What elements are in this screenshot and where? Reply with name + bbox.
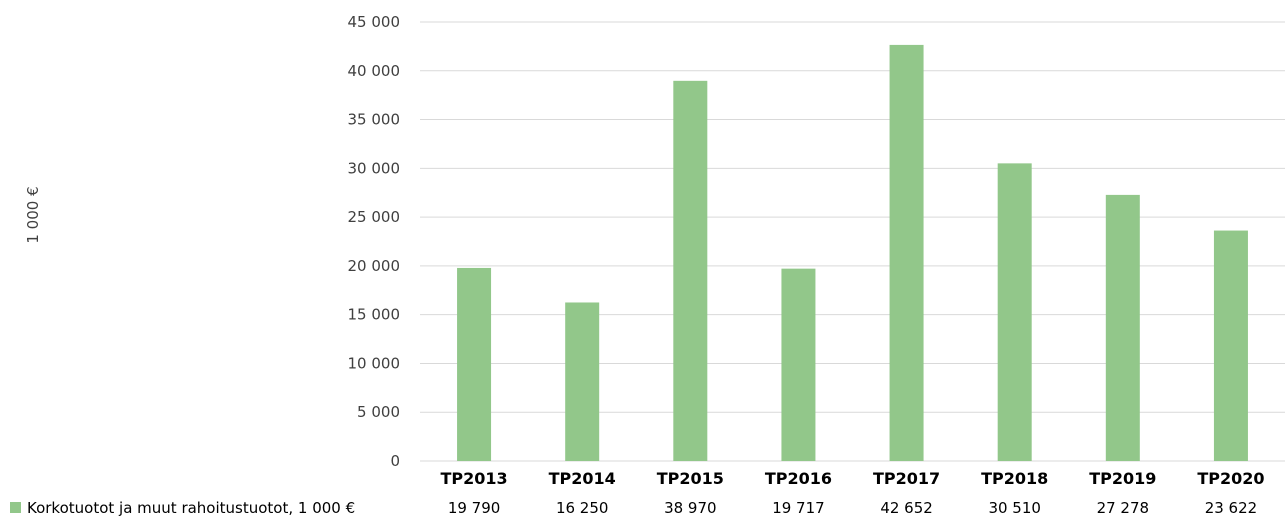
x-tick-label: TP2014: [549, 469, 616, 488]
bar: [457, 267, 492, 461]
x-tick-label: TP2019: [1089, 469, 1156, 488]
y-tick-label: 0: [390, 452, 400, 470]
legend-swatch: [10, 502, 21, 513]
y-tick-label: 5 000: [357, 403, 400, 421]
legend: Korkotuotot ja muut rahoitustuotot, 1 00…: [10, 499, 355, 517]
x-tick-label: TP2015: [657, 469, 724, 488]
data-table-value: 38 970: [664, 499, 717, 517]
bar: [1105, 194, 1140, 462]
bars: [457, 44, 1248, 462]
y-tick-label: 20 000: [348, 257, 401, 275]
bar: [565, 302, 600, 461]
x-tick-label: TP2013: [440, 469, 507, 488]
y-tick-label: 40 000: [348, 62, 401, 80]
data-table-value: 23 622: [1205, 499, 1258, 517]
data-table-values: 19 790 16 250 38 970 19 717 42 652 30 510 27 2…: [448, 499, 1257, 517]
data-table-value: 30 510: [988, 499, 1041, 517]
y-tick-label: 10 000: [348, 354, 401, 372]
bar: [781, 268, 816, 461]
y-axis-label: 1 000 €: [24, 186, 42, 243]
data-table-value: 19 717: [772, 499, 825, 517]
x-tick-label: TP2018: [981, 469, 1048, 488]
y-tick-label: 15 000: [348, 306, 401, 324]
y-tick-label: 30 000: [348, 159, 401, 177]
data-table-value: 27 278: [1097, 499, 1150, 517]
y-tick-label: 45 000: [348, 13, 401, 31]
y-tick-label: 25 000: [348, 208, 401, 226]
data-table-value: 42 652: [880, 499, 933, 517]
data-table-value: 19 790: [448, 499, 501, 517]
x-tick-label: TP2017: [873, 469, 940, 488]
bar: [673, 80, 708, 462]
gridlines: [420, 21, 1285, 462]
y-axis-ticks: 0 5 000 10 000 15 000 20 000 25 000 30 000 35 0…: [348, 13, 401, 470]
bar: [997, 163, 1032, 461]
legend-entry: Korkotuotot ja muut rahoitustuotot, 1 00…: [27, 499, 355, 517]
x-tick-label: TP2020: [1197, 469, 1264, 488]
y-tick-label: 35 000: [348, 111, 401, 129]
category-labels: TP2013 TP2014 TP2015 TP2016 TP2017 TP2018 TP20…: [440, 469, 1264, 488]
bar: [1213, 230, 1248, 461]
x-tick-label: TP2016: [765, 469, 832, 488]
bar: [889, 44, 924, 462]
data-table-value: 16 250: [556, 499, 609, 517]
